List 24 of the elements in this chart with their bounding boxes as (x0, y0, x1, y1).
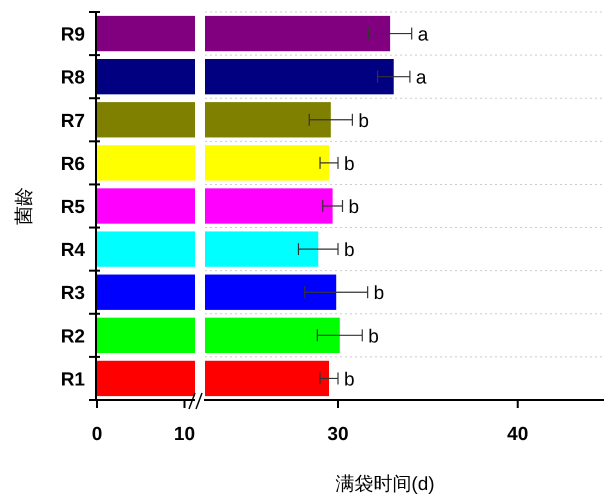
x-axis-title: 满袋时间(d) (335, 474, 435, 495)
annotation: a (416, 68, 427, 89)
x-tick-label: 40 (507, 424, 528, 445)
y-tick-label: R9 (60, 24, 85, 46)
y-tick-label: R8 (60, 68, 85, 89)
y-tick-label: R7 (60, 110, 85, 132)
annotation: b (344, 240, 355, 262)
y-tick-label: R5 (60, 197, 86, 218)
annotation: b (374, 283, 384, 304)
x-tick-label: 30 (327, 424, 349, 445)
x-tick-label: 0 (92, 424, 102, 445)
x-tick-label: 10 (174, 424, 196, 445)
y-tick-label: R1 (60, 369, 86, 390)
y-axis-title: 菌龄 (14, 187, 35, 225)
y-tick-label: R3 (60, 283, 85, 304)
annotation: a (418, 24, 429, 46)
annotation: b (344, 369, 355, 390)
annotation: b (344, 154, 355, 175)
annotation: b (368, 326, 379, 348)
annotation: b (358, 110, 369, 132)
y-tick-label: R4 (60, 240, 86, 262)
annotation: b (348, 197, 360, 218)
y-tick-label: R2 (60, 326, 85, 348)
y-tick-label: R6 (60, 154, 85, 175)
